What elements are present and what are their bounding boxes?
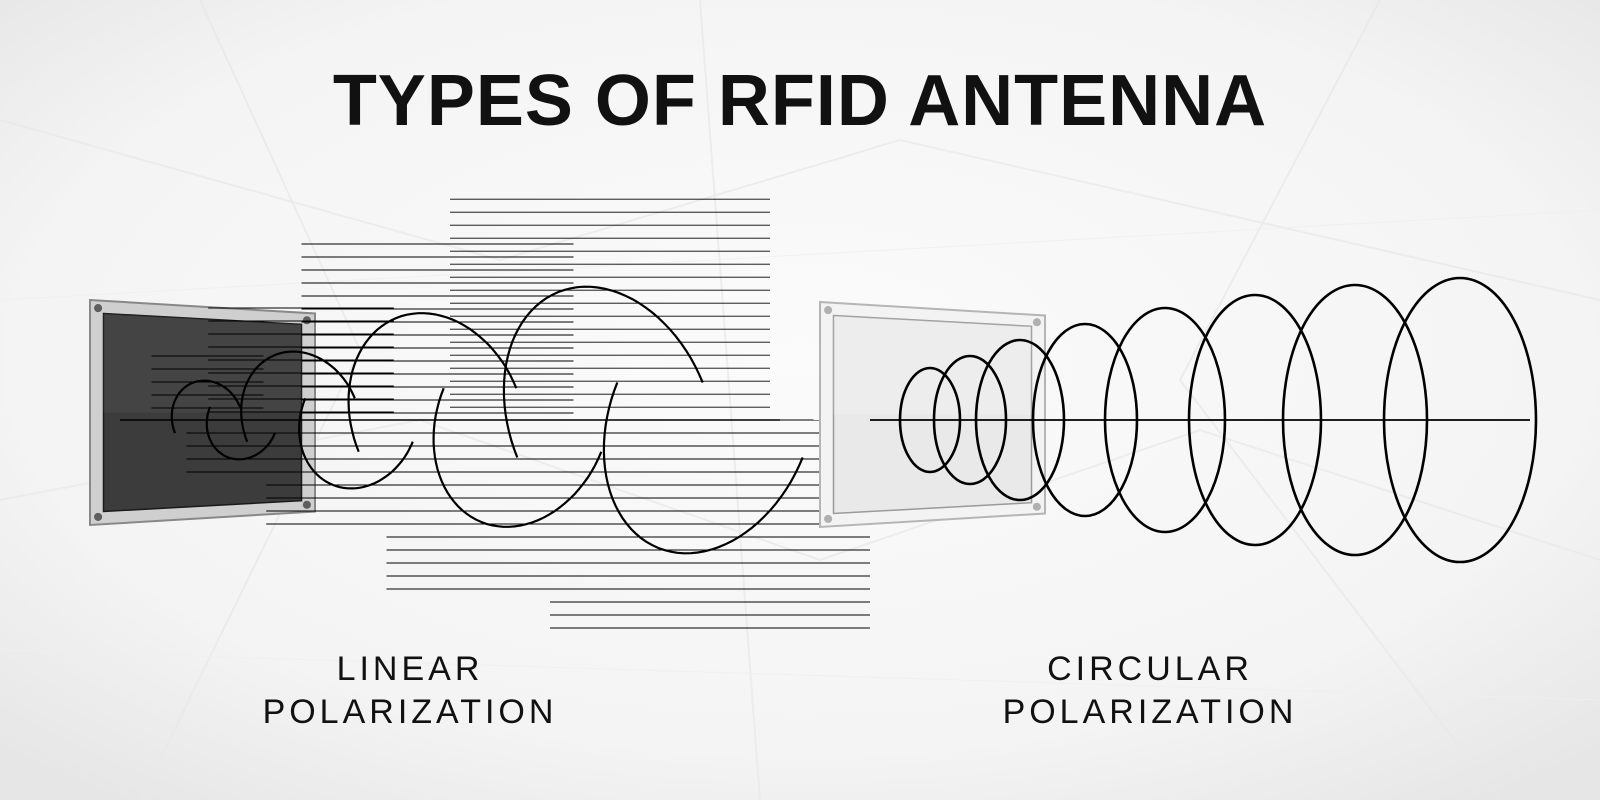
linear-label-line1: LINEAR <box>230 648 590 691</box>
circular-label-line1: CIRCULAR <box>960 648 1340 691</box>
linear-label: LINEAR POLARIZATION <box>230 648 590 733</box>
circular-label: CIRCULAR POLARIZATION <box>960 648 1340 733</box>
linear-label-line2: POLARIZATION <box>230 691 590 734</box>
circular-label-line2: POLARIZATION <box>960 691 1340 734</box>
